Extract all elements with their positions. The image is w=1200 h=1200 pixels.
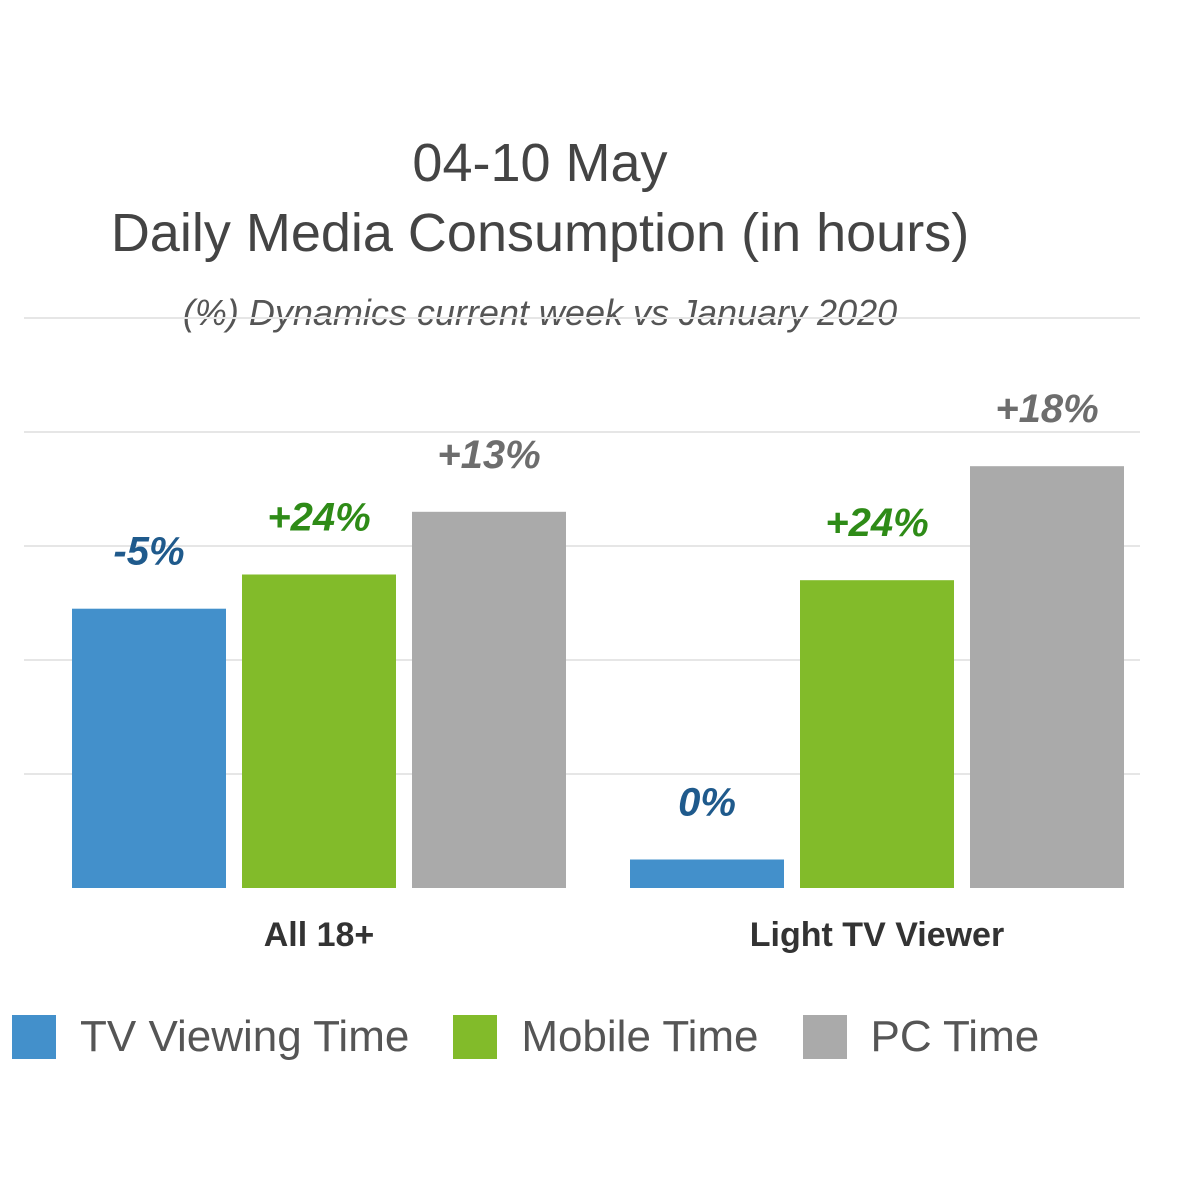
data-label: 0% bbox=[678, 781, 736, 825]
chart-subtitle: (%) Dynamics current week vs January 202… bbox=[182, 292, 898, 333]
bar-pc-time-all-18 bbox=[412, 511, 566, 888]
data-labels: -5% +24% +13% 0% +24% +18% bbox=[113, 387, 1098, 824]
bar-mobile-time-all-18 bbox=[242, 574, 396, 888]
data-label: +24% bbox=[267, 496, 370, 540]
data-label: +13% bbox=[437, 433, 540, 477]
legend-label-pc: PC Time bbox=[870, 1012, 1040, 1061]
legend-item-tv: TV Viewing Time bbox=[12, 1012, 409, 1062]
bar-mobile-time-light-tv-viewer bbox=[800, 580, 954, 888]
legend: TV Viewing Time Mobile Time PC Time bbox=[12, 1012, 1083, 1062]
chart-title-line1: 04-10 May bbox=[412, 133, 668, 193]
bars bbox=[72, 466, 1124, 888]
bar-chart: -5% +24% +13% 0% +24% +18% All 18+ Light TV Vi… bbox=[24, 317, 1140, 954]
data-label: +18% bbox=[995, 387, 1098, 431]
data-label: +24% bbox=[825, 501, 928, 545]
legend-item-mobile: Mobile Time bbox=[453, 1012, 759, 1062]
chart-title-line2: Daily Media Consumption (in hours) bbox=[110, 203, 970, 263]
data-label: -5% bbox=[113, 530, 184, 574]
legend-swatch-tv bbox=[12, 1015, 56, 1059]
x-tick-label: All 18+ bbox=[264, 916, 375, 954]
chart-title: 04-10 May Daily Media Consumption (in ho… bbox=[0, 128, 1080, 268]
legend-label-mobile: Mobile Time bbox=[521, 1012, 759, 1061]
x-axis-ticks: All 18+ Light TV Viewer bbox=[264, 916, 1005, 954]
legend-item-pc: PC Time bbox=[802, 1012, 1040, 1062]
bar-tv-viewing-time-all-18 bbox=[72, 608, 226, 888]
x-tick-label: Light TV Viewer bbox=[750, 916, 1004, 954]
legend-swatch-pc bbox=[802, 1015, 847, 1059]
legend-swatch-mobile bbox=[453, 1015, 498, 1059]
bar-pc-time-light-tv-viewer bbox=[970, 466, 1124, 888]
legend-label-tv: TV Viewing Time bbox=[80, 1012, 410, 1061]
bar-tv-viewing-time-light-tv-viewer bbox=[630, 859, 784, 888]
